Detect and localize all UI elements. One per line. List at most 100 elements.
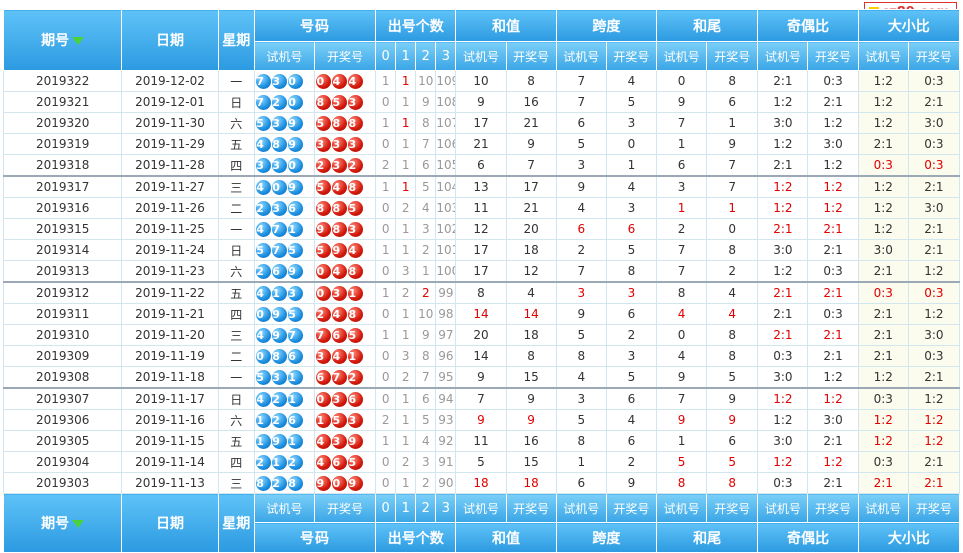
cell-js: 3:0 [757, 112, 809, 134]
ball-red: 9 [316, 475, 332, 491]
cell-count-3: 106 [435, 133, 457, 155]
footer-sort-down-icon[interactable] [72, 520, 85, 528]
col-qihao-header[interactable]: 期号 [2, 9, 123, 71]
ball-red: 4 [332, 306, 348, 322]
cell-count-2: 2 [415, 281, 437, 304]
cell-kk: 1 [605, 154, 658, 177]
cell-ds: 2:1 [857, 133, 909, 155]
ball-red: 2 [348, 369, 364, 385]
cell-ws: 3 [656, 175, 708, 198]
ball-red: 5 [316, 115, 332, 131]
cell-ds: 1:2 [857, 430, 909, 452]
cell-hs: 11 [455, 197, 507, 219]
cell-ws: 1 [656, 133, 708, 155]
cell-ks: 6 [555, 472, 607, 494]
cell-kk: 3 [605, 281, 658, 304]
cell-ds: 1:2 [857, 218, 909, 240]
ball-red: 8 [316, 200, 332, 216]
footer-col-qihao[interactable]: 期号 [2, 493, 123, 553]
ball-blue: 9 [288, 136, 304, 152]
cell-count-2: 6 [415, 154, 437, 177]
cell-dk: 2:1 [907, 366, 961, 389]
col-xingqi-header: 星期 [217, 9, 255, 71]
cell-count-0: 0 [375, 133, 397, 155]
cell-wk: 7 [706, 175, 759, 198]
cell-hk: 21 [505, 112, 557, 134]
table-row: 2019307 2019-11-17 日 4 2 1 0 3 6 0 1 6 94 7 9 3 6 7 9 1:2 1:… [2, 387, 961, 410]
sub-kaijiang: 开奖号 [313, 41, 377, 71]
ball-blue: 1 [256, 433, 272, 449]
cell-weekday: 六 [217, 409, 255, 431]
cell-count-1: 2 [395, 451, 417, 473]
cell-ds: 1:2 [857, 175, 909, 198]
cell-ds: 2:1 [857, 260, 909, 283]
cell-date: 2019-11-30 [121, 112, 219, 134]
cell-date: 2019-11-16 [121, 409, 219, 431]
ball-red: 2 [348, 157, 364, 173]
cell-ks: 9 [555, 303, 607, 325]
cell-ks: 6 [555, 218, 607, 240]
ball-red: 0 [316, 285, 332, 301]
sub-hewei-kaijiang: 开奖号 [706, 493, 759, 523]
ball-red: 5 [348, 200, 364, 216]
sub-hezhi-kaijiang: 开奖号 [505, 41, 557, 71]
ball-blue: 3 [256, 157, 272, 173]
cell-ks: 9 [555, 175, 607, 198]
cell-hk: 9 [505, 409, 557, 431]
ball-red: 2 [316, 157, 332, 173]
cell-date: 2019-11-29 [121, 133, 219, 155]
sort-down-icon[interactable] [72, 37, 85, 45]
cell-count-2: 7 [415, 133, 437, 155]
ball-blue: 0 [256, 348, 272, 364]
cell-count-3: 98 [435, 303, 457, 325]
ball-blue: 6 [288, 200, 304, 216]
ball-red: 3 [332, 157, 348, 173]
ball-blue: 7 [288, 327, 304, 343]
cell-dk: 1:2 [907, 260, 961, 283]
ball-red: 5 [348, 327, 364, 343]
cell-count-0: 0 [375, 197, 397, 219]
cell-js: 2:1 [757, 70, 809, 92]
cell-count-2: 1 [415, 260, 437, 283]
cell-ws: 9 [656, 409, 708, 431]
col-jiou-header: 奇偶比 [757, 9, 859, 42]
cell-ws: 7 [656, 387, 708, 410]
cell-count-3: 97 [435, 324, 457, 346]
cell-count-1: 1 [395, 239, 417, 261]
sub-kuadu-kaijiang: 开奖号 [605, 41, 658, 71]
cell-wk: 9 [706, 133, 759, 155]
cell-hs: 8 [455, 281, 507, 304]
cell-js: 3:0 [757, 239, 809, 261]
cell-jk: 2:1 [807, 430, 859, 452]
cell-count-2: 9 [415, 324, 437, 346]
ball-blue: 3 [272, 73, 288, 89]
ball-red: 2 [316, 306, 332, 322]
cell-hk: 18 [505, 239, 557, 261]
ball-blue: 6 [272, 263, 288, 279]
cell-js: 2:1 [757, 281, 809, 304]
cell-ws: 8 [656, 281, 708, 304]
table-row: 20193142019-11-24日575594112101171825783:… [2, 239, 961, 261]
cell-count-3: 107 [435, 112, 457, 134]
cell-date: 2019-11-25 [121, 218, 219, 240]
cell-kk: 2 [605, 451, 658, 473]
cell-ws: 4 [656, 303, 708, 325]
cell-hk: 9 [505, 133, 557, 155]
cell-ws: 2 [656, 218, 708, 240]
cell-js: 0:3 [757, 472, 809, 494]
ball-red: 3 [332, 391, 348, 407]
cell-hk: 18 [505, 324, 557, 346]
ball-blue: 1 [288, 391, 304, 407]
subheader-row: 试机号 开奖号 0 1 2 3 试机号 开奖号 试机号 开奖号 试机号 开奖号 试机号 开奖号 试机号 开奖号 [4, 41, 961, 71]
ball-red: 0 [316, 391, 332, 407]
cell-date: 2019-11-27 [121, 175, 219, 198]
cell-hk: 20 [505, 218, 557, 240]
cell-ks: 8 [555, 345, 607, 367]
cell-js: 1:2 [757, 133, 809, 155]
cell-count-0: 0 [375, 345, 397, 367]
